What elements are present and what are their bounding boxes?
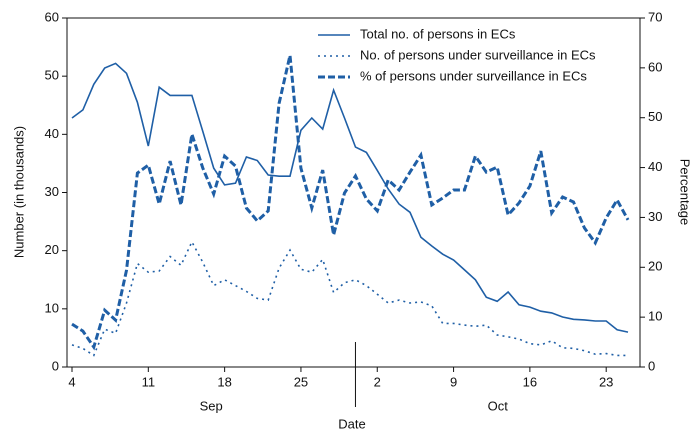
y2-tick-label: 20 <box>648 259 662 274</box>
series-line <box>71 240 628 357</box>
series-line <box>71 62 629 333</box>
x-tick-label: 9 <box>450 374 457 389</box>
y2-tick-label: 50 <box>648 109 662 124</box>
y-tick-label: 50 <box>45 68 59 83</box>
y2-tick-label: 10 <box>648 309 662 324</box>
y-tick-label: 30 <box>45 184 59 199</box>
y-tick-label: 0 <box>52 358 59 373</box>
y-tick-label: 60 <box>45 9 59 24</box>
y-axis-label: Number (in thousands) <box>11 126 26 258</box>
legend-label: Total no. of persons in ECs <box>360 26 516 41</box>
x-tick-label: 25 <box>294 374 308 389</box>
x-tick-label: 11 <box>142 374 156 389</box>
y2-tick-label: 30 <box>648 209 662 224</box>
month-label: Oct <box>488 398 509 413</box>
x-tick-label: 2 <box>374 374 381 389</box>
y-tick-label: 40 <box>45 126 59 141</box>
x-tick-label: 18 <box>217 374 231 389</box>
y2-tick-label: 40 <box>648 159 662 174</box>
x-axis-label: Date <box>338 416 365 431</box>
series-line <box>71 55 630 351</box>
y2-tick-label: 70 <box>648 9 662 24</box>
y2-tick-label: 0 <box>648 358 655 373</box>
y2-tick-label: 60 <box>648 59 662 74</box>
x-tick-label: 16 <box>523 374 537 389</box>
month-label: Sep <box>200 398 223 413</box>
x-tick-label: 23 <box>599 374 613 389</box>
y2-axis-label: Percentage <box>678 159 693 226</box>
y-tick-label: 20 <box>45 242 59 257</box>
y-tick-label: 10 <box>45 300 59 315</box>
legend-label: No. of persons under surveillance in ECs <box>360 47 596 62</box>
legend-label: % of persons under surveillance in ECs <box>360 68 587 83</box>
x-tick-label: 4 <box>68 374 75 389</box>
